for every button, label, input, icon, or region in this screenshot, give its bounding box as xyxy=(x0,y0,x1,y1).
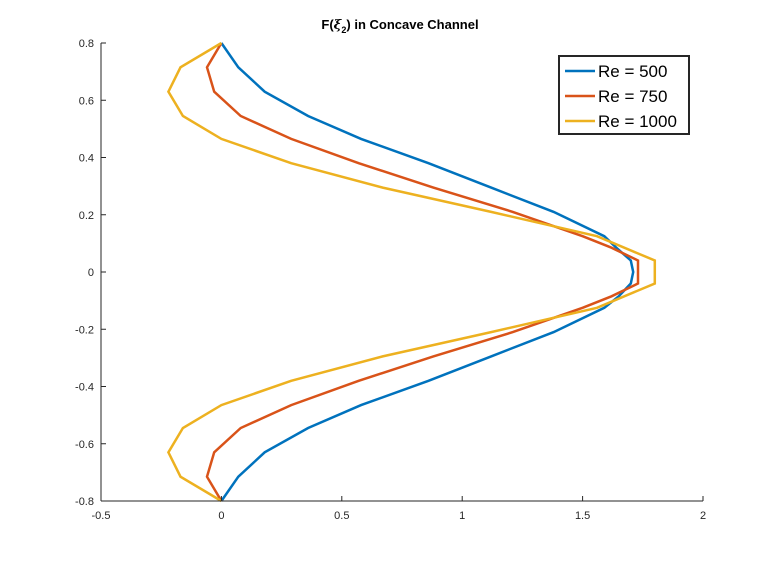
x-tick-label: 1.5 xyxy=(575,510,590,522)
chart-title-prefix: F( xyxy=(321,17,334,32)
x-tick-label: 2 xyxy=(700,510,706,522)
y-tick-label: -0.6 xyxy=(75,439,94,451)
plot-area: -0.5 0 0.5 1 1.5 2 -0.8 -0.6 -0.4 -0.2 0 0.2 0.4 0.6… xyxy=(75,38,706,522)
chart-title-symbol: ξ xyxy=(334,18,343,33)
chart-title-subscript: 2 xyxy=(341,25,346,35)
legend-label: Re = 1000 xyxy=(598,112,677,131)
legend-items: Re = 500 Re = 750 Re = 1000 xyxy=(565,62,677,131)
x-tick-label: -0.5 xyxy=(92,510,111,522)
y-tick-label: -0.2 xyxy=(75,324,94,336)
y-tick-label: -0.4 xyxy=(75,382,94,394)
y-tick-label: 0.4 xyxy=(79,153,94,165)
y-tick-label: 0.2 xyxy=(79,210,94,222)
y-tick-label: -0.8 xyxy=(75,496,94,508)
y-tick-label: 0 xyxy=(88,267,94,279)
chart-title: F(ξ2) in Concave Channel xyxy=(321,17,478,35)
legend-label: Re = 750 xyxy=(598,87,667,106)
x-tick-label: 1 xyxy=(459,510,465,522)
chart-title-suffix: ) in Concave Channel xyxy=(346,17,478,32)
legend: Re = 500 Re = 750 Re = 1000 xyxy=(558,55,690,135)
y-tick-label: 0.6 xyxy=(79,95,94,107)
y-tick-label: 0.8 xyxy=(79,38,94,50)
x-ticks: -0.5 0 0.5 1 1.5 2 xyxy=(92,496,706,522)
series-line-1 xyxy=(220,42,635,502)
x-tick-label: 0.5 xyxy=(334,510,349,522)
y-ticks: -0.8 -0.6 -0.4 -0.2 0 0.2 0.4 0.6 0.8 xyxy=(75,38,106,508)
legend-label: Re = 500 xyxy=(598,62,667,81)
series-line-2 xyxy=(205,42,640,502)
x-tick-label: 0 xyxy=(218,510,224,522)
series-line-3 xyxy=(166,41,657,503)
series-layer xyxy=(166,41,657,503)
